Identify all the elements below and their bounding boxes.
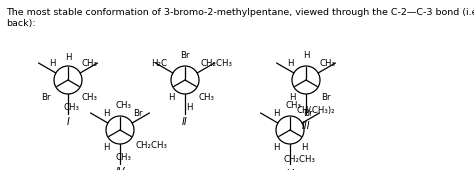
Text: CH₃: CH₃	[82, 94, 98, 103]
Text: CH₃: CH₃	[82, 59, 98, 69]
Text: H: H	[103, 109, 109, 118]
Text: H: H	[303, 52, 309, 61]
Text: CH₃: CH₃	[286, 101, 302, 110]
Text: CH₃: CH₃	[320, 59, 336, 69]
Text: H: H	[273, 109, 279, 118]
Text: CH₃: CH₃	[116, 101, 132, 110]
Text: H: H	[168, 94, 174, 103]
Text: H: H	[65, 54, 71, 63]
Text: Br: Br	[303, 109, 313, 118]
Text: III: III	[301, 121, 310, 131]
Text: CH(CH₃)₂: CH(CH₃)₂	[297, 106, 335, 115]
Text: H: H	[49, 59, 55, 69]
Text: Br: Br	[180, 52, 190, 61]
Text: CH₃: CH₃	[64, 104, 80, 113]
Text: I: I	[66, 117, 69, 127]
Text: CH₂CH₃: CH₂CH₃	[201, 59, 233, 69]
Text: H₂C: H₂C	[151, 59, 167, 69]
Text: Br: Br	[41, 94, 51, 103]
Text: CH₃: CH₃	[116, 154, 132, 163]
Text: H: H	[287, 59, 293, 69]
Text: II: II	[182, 117, 188, 127]
Text: H: H	[273, 143, 279, 152]
Text: Br: Br	[321, 94, 331, 103]
Text: H: H	[103, 143, 109, 152]
Text: Br: Br	[133, 109, 143, 118]
Text: CH₂CH₃: CH₂CH₃	[136, 141, 168, 150]
Text: H: H	[301, 143, 307, 152]
Text: H: H	[289, 94, 295, 103]
Text: CH₂CH₃: CH₂CH₃	[284, 156, 316, 165]
Text: H: H	[186, 104, 192, 113]
Text: V: V	[287, 169, 293, 170]
Text: IV: IV	[115, 167, 125, 170]
Text: back):: back):	[6, 19, 36, 28]
Text: The most stable conformation of 3-bromo-2-methylpentane, viewed through the C-2—: The most stable conformation of 3-bromo-…	[6, 8, 474, 17]
Text: CH₃: CH₃	[199, 94, 215, 103]
